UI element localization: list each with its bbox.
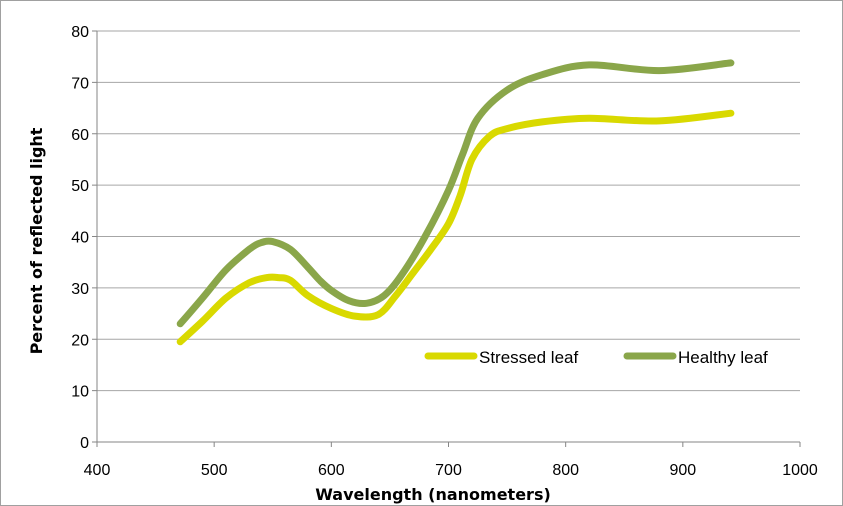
x-axis-title: Wavelength (nanometers) <box>315 485 551 504</box>
x-tick-label-800: 800 <box>552 462 579 479</box>
y-tick-label-0: 0 <box>80 435 89 452</box>
y-tick-label-40: 40 <box>71 230 89 247</box>
legend: Stressed leaf Healthy leaf <box>421 340 810 376</box>
y-tick-label-20: 20 <box>71 332 89 349</box>
x-tick-label-900: 900 <box>669 462 696 479</box>
y-tick-label-30: 30 <box>71 281 89 298</box>
x-tick-label-600: 600 <box>318 462 345 479</box>
x-tick-label-400: 400 <box>84 462 111 479</box>
y-tick-label-50: 50 <box>71 178 89 195</box>
x-tick-label-700: 700 <box>435 462 462 479</box>
legend-background <box>421 340 810 376</box>
y-tick-label-10: 10 <box>71 384 89 401</box>
series-lines <box>176 59 735 346</box>
x-tick-label-1000: 1000 <box>782 462 818 479</box>
y-axis-title: Percent of reflected light <box>27 127 46 354</box>
legend-label-stressed-leaf: Stressed leaf <box>479 348 578 367</box>
x-tick-label-500: 500 <box>201 462 228 479</box>
y-tick-label-70: 70 <box>71 75 89 92</box>
legend-label-healthy-leaf: Healthy leaf <box>678 348 768 367</box>
series-line-stressed-leaf <box>176 109 735 346</box>
series-line-healthy-leaf <box>176 59 735 328</box>
y-tick-labels: 0 10 20 30 40 50 60 70 80 <box>71 24 97 452</box>
gridlines <box>97 30 800 392</box>
y-tick-label-60: 60 <box>71 127 89 144</box>
x-tick-labels: 400 500 600 700 800 900 1000 <box>84 442 818 479</box>
y-tick-label-80: 80 <box>71 24 89 41</box>
